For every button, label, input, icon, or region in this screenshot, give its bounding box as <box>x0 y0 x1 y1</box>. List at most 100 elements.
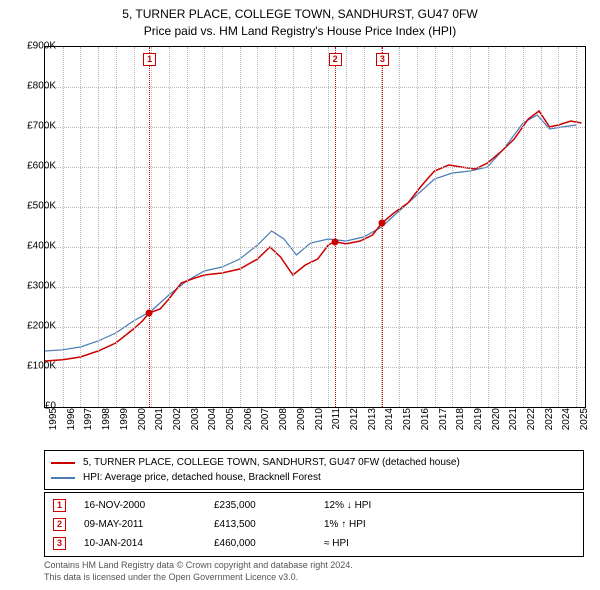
event-line <box>149 47 150 407</box>
gridline-vertical <box>364 47 365 407</box>
event-diff: 12% ↓ HPI <box>324 500 434 511</box>
y-axis-label: £500K <box>12 201 56 212</box>
x-axis-label: 2020 <box>491 408 502 430</box>
x-axis-label: 2017 <box>438 408 449 430</box>
event-marker-icon: 3 <box>376 53 389 66</box>
y-axis-label: £300K <box>12 281 56 292</box>
gridline-vertical <box>204 47 205 407</box>
x-axis-label: 2000 <box>137 408 148 430</box>
event-marker-icon: 1 <box>143 53 156 66</box>
gridline-vertical <box>488 47 489 407</box>
x-axis-label: 2007 <box>260 408 271 430</box>
event-price: £460,000 <box>214 538 324 549</box>
plot-area: 1 2 3 <box>44 46 586 408</box>
gridline-vertical <box>452 47 453 407</box>
legend-label: 5, TURNER PLACE, COLLEGE TOWN, SANDHURST… <box>83 455 460 470</box>
gridline-vertical <box>240 47 241 407</box>
gridline-vertical <box>169 47 170 407</box>
sale-event-row: 1 16-NOV-2000 £235,000 12% ↓ HPI <box>53 499 575 512</box>
gridline-vertical <box>346 47 347 407</box>
x-axis-label: 2025 <box>579 408 590 430</box>
sale-dot <box>146 310 153 317</box>
event-price: £413,500 <box>214 519 324 530</box>
event-date: 09-MAY-2011 <box>84 519 214 530</box>
gridline-horizontal <box>45 327 585 328</box>
x-axis-label: 2021 <box>508 408 519 430</box>
gridline-vertical <box>187 47 188 407</box>
x-axis-label: 2012 <box>349 408 360 430</box>
title-line-2: Price paid vs. HM Land Registry's House … <box>0 23 600 40</box>
y-axis-label: £600K <box>12 161 56 172</box>
event-marker-icon: 1 <box>53 499 66 512</box>
x-axis-label: 2023 <box>544 408 555 430</box>
chart-container: 5, TURNER PLACE, COLLEGE TOWN, SANDHURST… <box>0 0 600 590</box>
x-axis-label: 2010 <box>314 408 325 430</box>
x-axis-label: 2008 <box>278 408 289 430</box>
y-axis-label: £800K <box>12 81 56 92</box>
event-date: 16-NOV-2000 <box>84 500 214 511</box>
y-axis-label: £700K <box>12 121 56 132</box>
gridline-vertical <box>257 47 258 407</box>
legend-item: 5, TURNER PLACE, COLLEGE TOWN, SANDHURST… <box>51 455 577 470</box>
x-axis-label: 2024 <box>561 408 572 430</box>
gridline-horizontal <box>45 87 585 88</box>
y-axis-label: £400K <box>12 241 56 252</box>
x-axis-label: 2011 <box>331 408 342 430</box>
x-axis-label: 2016 <box>420 408 431 430</box>
gridline-vertical <box>435 47 436 407</box>
x-axis-label: 2001 <box>154 408 165 430</box>
event-diff: 1% ↑ HPI <box>324 519 434 530</box>
gridline-vertical <box>293 47 294 407</box>
event-marker-icon: 2 <box>329 53 342 66</box>
y-axis-label: £200K <box>12 321 56 332</box>
legend-label: HPI: Average price, detached house, Brac… <box>83 470 321 485</box>
x-axis-label: 2014 <box>384 408 395 430</box>
gridline-vertical <box>328 47 329 407</box>
x-axis-label: 1998 <box>101 408 112 430</box>
attribution-footer: Contains HM Land Registry data © Crown c… <box>44 560 584 583</box>
sale-event-row: 3 10-JAN-2014 £460,000 ≈ HPI <box>53 537 575 550</box>
x-axis-label: 2006 <box>243 408 254 430</box>
legend: 5, TURNER PLACE, COLLEGE TOWN, SANDHURST… <box>44 450 584 490</box>
sale-events-table: 1 16-NOV-2000 £235,000 12% ↓ HPI 2 09-MA… <box>44 492 584 557</box>
sale-dot <box>378 220 385 227</box>
x-axis-label: 1997 <box>83 408 94 430</box>
x-axis-label: 2005 <box>225 408 236 430</box>
legend-swatch <box>51 477 75 479</box>
gridline-vertical <box>541 47 542 407</box>
footer-line-2: This data is licensed under the Open Gov… <box>44 572 584 584</box>
event-line <box>382 47 383 407</box>
sale-dot <box>331 238 338 245</box>
legend-swatch <box>51 462 75 464</box>
legend-item: HPI: Average price, detached house, Brac… <box>51 470 577 485</box>
gridline-vertical <box>399 47 400 407</box>
x-axis-label: 1996 <box>66 408 77 430</box>
gridline-vertical <box>222 47 223 407</box>
x-axis-label: 2009 <box>296 408 307 430</box>
gridline-vertical <box>417 47 418 407</box>
event-marker-icon: 2 <box>53 518 66 531</box>
x-axis-label: 2018 <box>455 408 466 430</box>
gridline-vertical <box>98 47 99 407</box>
event-date: 10-JAN-2014 <box>84 538 214 549</box>
event-diff: ≈ HPI <box>324 538 434 549</box>
x-axis-label: 2019 <box>473 408 484 430</box>
gridline-vertical <box>523 47 524 407</box>
gridline-vertical <box>558 47 559 407</box>
gridline-horizontal <box>45 367 585 368</box>
gridline-vertical <box>134 47 135 407</box>
gridline-vertical <box>151 47 152 407</box>
footer-line-1: Contains HM Land Registry data © Crown c… <box>44 560 584 572</box>
gridline-horizontal <box>45 247 585 248</box>
gridline-horizontal <box>45 207 585 208</box>
chart-svg <box>45 47 585 407</box>
x-axis-label: 1999 <box>119 408 130 430</box>
gridline-vertical <box>505 47 506 407</box>
gridline-vertical <box>80 47 81 407</box>
gridline-vertical <box>311 47 312 407</box>
y-axis-label: £900K <box>12 41 56 52</box>
gridline-vertical <box>470 47 471 407</box>
gridline-horizontal <box>45 287 585 288</box>
gridline-vertical <box>116 47 117 407</box>
event-line <box>335 47 336 407</box>
